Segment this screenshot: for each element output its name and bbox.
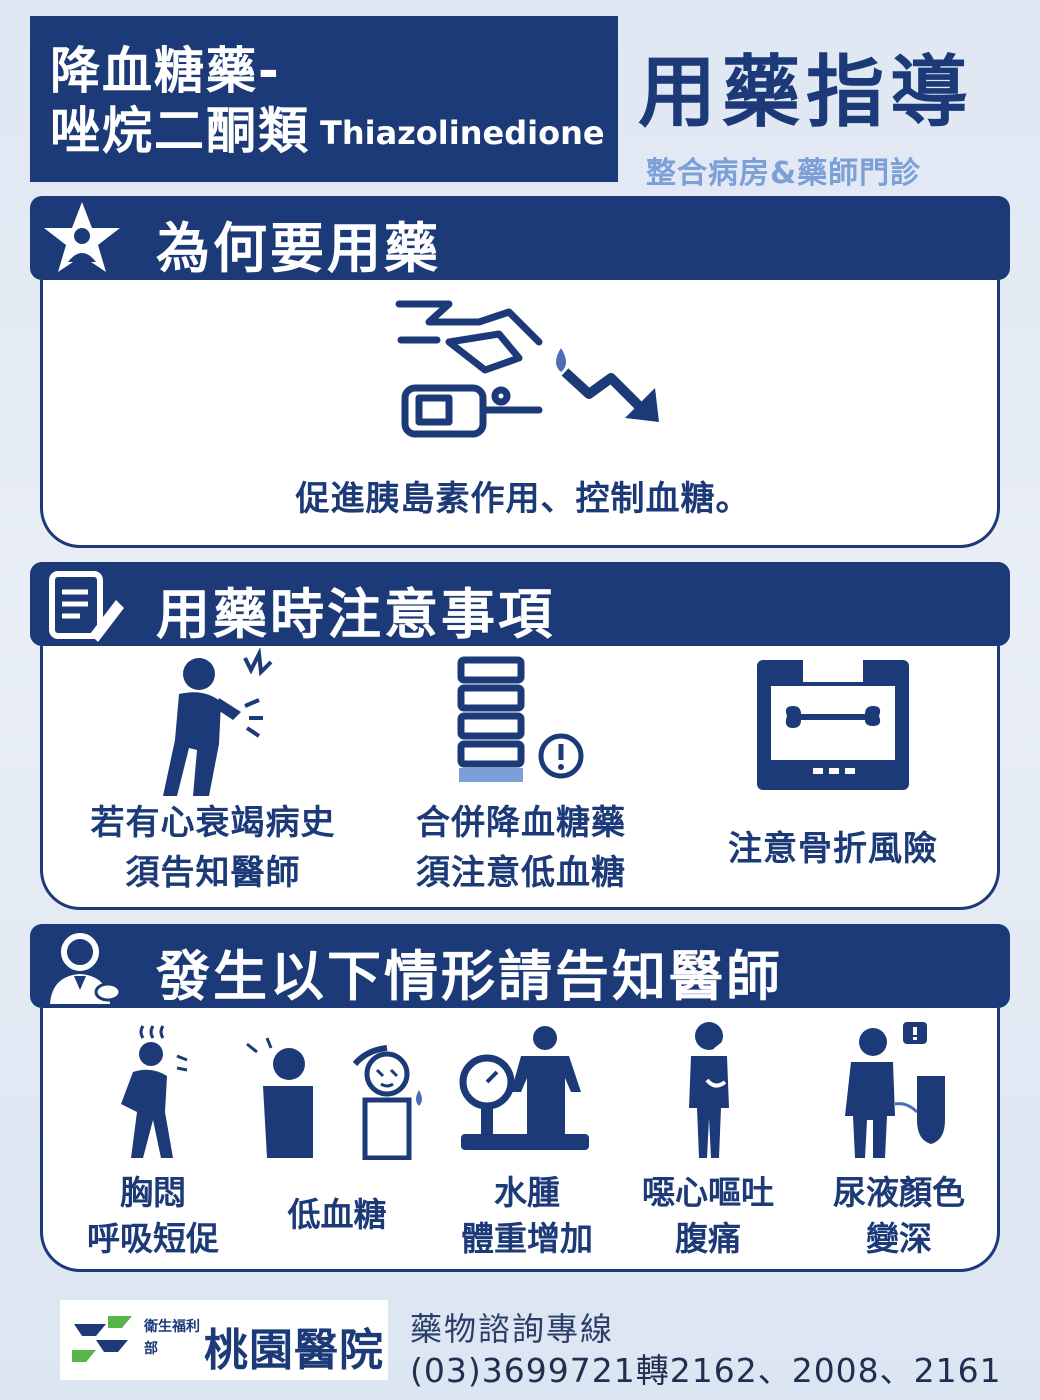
section-why-bar: 為何要用藥: [30, 196, 1010, 280]
title-line2: 唑烷二酮類 Thiazolinedione: [50, 100, 618, 164]
hotline-number: (03)3699721轉2162、2008、2161: [410, 1351, 1002, 1390]
section-why-card: 促進胰島素作用、控制血糖。: [40, 280, 1000, 548]
symptom-2-line1: 低血糖: [287, 1195, 387, 1234]
section-tell-doctor-card: 胸悶 呼吸短促 低血糖 水腫 體重增加: [40, 1008, 1000, 1272]
symptom-4-line1: 噁心嘔吐: [642, 1173, 774, 1212]
precaution-1-line1: 若有心衰竭病史: [90, 803, 336, 843]
symptom-4-line2: 腹痛: [675, 1219, 741, 1258]
symptom-3-line2: 體重增加: [461, 1219, 593, 1258]
symptom-3-line1: 水腫: [494, 1173, 560, 1212]
section-tell-doctor-bar: 發生以下情形請告知醫師: [30, 924, 1010, 1008]
title-line1: 降血糖藥-: [50, 42, 281, 100]
notepad-pencil-icon: [34, 564, 130, 644]
hospital-logo: 衛生福利部 桃園醫院: [60, 1300, 388, 1380]
symptom-1-line2: 呼吸短促: [87, 1219, 219, 1258]
section-precautions-bar: 用藥時注意事項: [30, 562, 1010, 646]
doctor-icon: [34, 926, 130, 1006]
hotline-label: 藥物諮詢專線: [410, 1310, 615, 1348]
symptom-5-line1: 尿液顏色: [833, 1173, 965, 1212]
star-person-icon: [34, 198, 130, 278]
headline: 用藥指導: [638, 48, 975, 138]
subheadline: 整合病房&藥師門診: [646, 156, 922, 191]
title-zh: 唑烷二酮類: [50, 102, 310, 160]
org-hospital-name: 桃園醫院: [204, 1325, 384, 1376]
stacked-bars-warning-icon: [453, 656, 593, 790]
nausea-person-icon: [669, 1020, 749, 1164]
section-tell-doctor-title: 發生以下情形請告知醫師: [156, 945, 783, 1008]
xray-bone-icon: [753, 656, 913, 800]
section-why-title: 為何要用藥: [156, 217, 441, 280]
urinal-person-icon: [833, 1020, 953, 1164]
precaution-2-line1: 合併降血糖藥: [416, 803, 626, 843]
precaution-1-line2: 須告知醫師: [125, 853, 301, 893]
section-precautions-title: 用藥時注意事項: [156, 583, 555, 646]
section-precautions-card: 若有心衰竭病史 須告知醫師 合併降血糖藥 須注意低血糖: [40, 646, 1000, 910]
precaution-2-line2: 須注意低血糖: [416, 853, 626, 893]
chest-pain-person-icon: [149, 647, 279, 802]
title-box: 降血糖藥- 唑烷二酮類 Thiazolinedione: [30, 16, 618, 182]
symptom-5-line2: 變深: [866, 1219, 932, 1258]
dizzy-person-icon: [237, 1030, 437, 1164]
org-ministry-name: 衛生福利部: [144, 1319, 200, 1357]
title-en: Thiazolinedione: [320, 114, 605, 152]
symptom-1-line1: 胸悶: [120, 1173, 186, 1212]
scale-person-icon: [455, 1022, 595, 1166]
hospital-logo-mark-icon: [66, 1310, 138, 1374]
section-why-caption: 促進胰島素作用、控制血糖。: [295, 479, 751, 519]
glucose-meter-icon: [389, 292, 679, 456]
breathless-person-icon: [107, 1020, 197, 1164]
precaution-3-line1: 注意骨折風險: [728, 829, 938, 869]
